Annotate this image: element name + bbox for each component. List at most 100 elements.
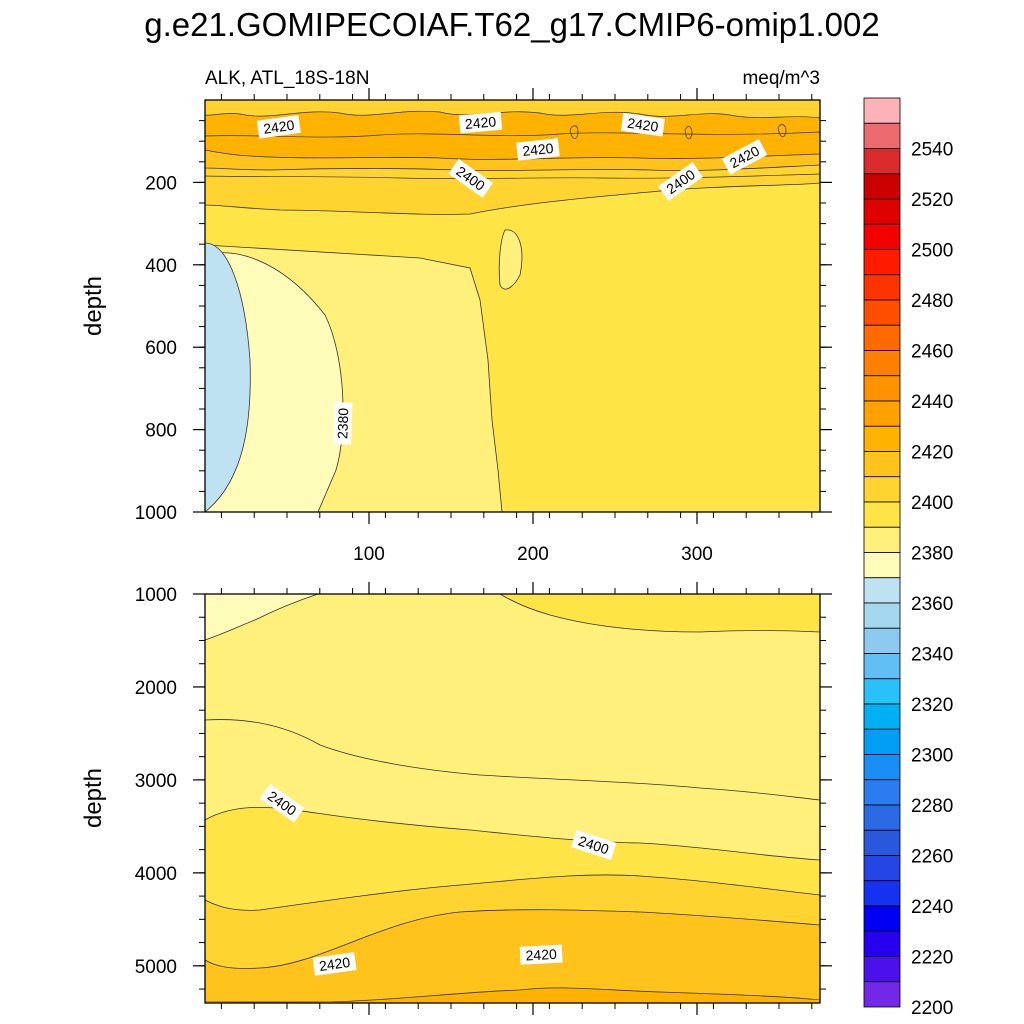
lower-fill-light (205, 594, 319, 641)
y-tick-label: 800 (145, 421, 177, 442)
lower-contour-field (205, 594, 820, 1003)
colorbar-box (863, 829, 901, 856)
colorbar-label: 2340 (911, 645, 953, 666)
upper-contour-line (205, 131, 820, 138)
colorbar-box (863, 249, 901, 276)
colorbar-box (863, 526, 901, 553)
lower-y-axis-label: depth (80, 768, 107, 828)
lower-contour-line (205, 719, 820, 801)
colorbar-box (863, 324, 901, 351)
colorbar-label: 2420 (911, 443, 953, 464)
colorbar-labels: 2540 2520 2500 2480 2460 2440 2420 2400 2380 2360… (911, 140, 953, 1020)
colorbar-box (863, 375, 901, 402)
contour-label: 2400 (658, 162, 703, 201)
colorbar-box (863, 476, 901, 503)
y-tick-label: 200 (145, 173, 177, 194)
contour-label: 2420 (312, 952, 357, 976)
colorbar-box (863, 299, 901, 326)
y-tick-label: 4000 (135, 864, 177, 885)
contour-label-text: 2420 (262, 117, 295, 137)
colorbar-box (863, 173, 901, 200)
colorbar-box (863, 274, 901, 301)
lower-band-right (499, 594, 820, 633)
y-tick-label: 2000 (135, 678, 177, 699)
colorbar-boxes (863, 97, 901, 1008)
contour-label-bg (259, 783, 305, 823)
upper-fill-patch (498, 229, 523, 290)
contour-label-bg (721, 139, 768, 175)
contour-label-bg (256, 114, 301, 139)
colorbar-label: 2240 (911, 897, 953, 918)
colorbar-box (863, 930, 901, 957)
contour-label-text: 2420 (464, 113, 497, 132)
colorbar-label: 2320 (911, 695, 953, 716)
upper-fill-blue (205, 242, 251, 512)
contour-label-text: 2380 (334, 407, 351, 439)
colorbar-label: 2440 (911, 392, 953, 413)
contour-label-text: 2420 (318, 954, 351, 974)
y-tick-label: 5000 (135, 957, 177, 978)
lower-x-ticks (220, 582, 813, 1015)
colorbar-box (863, 728, 901, 755)
colorbar-box (863, 678, 901, 705)
colorbar-box (863, 804, 901, 831)
colorbar-box (863, 350, 901, 377)
contour-label-bg (620, 112, 665, 137)
contour-label-bg (312, 952, 357, 976)
units-label: meq/m^3 (742, 68, 820, 89)
colorbar-box (863, 602, 901, 629)
x-tick-label: 300 (681, 544, 713, 565)
colorbar-label: 2480 (911, 291, 953, 312)
variable-label: ALK, ATL_18S-18N (205, 68, 369, 89)
contour-label-text: 2420 (522, 140, 555, 159)
colorbar-box (863, 451, 901, 478)
colorbar-box (863, 400, 901, 427)
colorbar-box (863, 198, 901, 225)
colorbar-box (863, 501, 901, 528)
colorbar-box (863, 425, 901, 452)
y-tick-label: 1000 (135, 503, 177, 524)
upper-contour-field (205, 100, 820, 512)
lower-band-deep (205, 992, 820, 1003)
colorbar-box (863, 981, 901, 1008)
y-tick-label: 600 (145, 338, 177, 359)
upper-contour-line (569, 124, 787, 140)
upper-y-axis-label: depth (80, 276, 107, 336)
upper-x-ticks: 100 200 300 (220, 88, 813, 565)
contour-label-bg (516, 138, 560, 161)
colorbar-label: 2300 (911, 746, 953, 767)
colorbar-label: 2200 (911, 998, 953, 1019)
contour-label-bg (458, 111, 503, 134)
colorbar-label: 2280 (911, 796, 953, 817)
colorbar-label: 2540 (911, 140, 953, 161)
upper-y-ticks: 200 400 600 800 1000 (135, 120, 832, 524)
lower-band-2390 (205, 594, 820, 800)
contour-label-text: 2420 (626, 115, 659, 135)
lower-y-ticks: 1000 2000 3000 4000 5000 (135, 585, 832, 990)
colorbar-box (863, 223, 901, 250)
colorbar-label: 2220 (911, 948, 953, 969)
colorbar-box (863, 754, 901, 781)
colorbar-box (863, 97, 901, 124)
colorbar-label: 2380 (911, 544, 953, 565)
colorbar-box (863, 855, 901, 882)
colorbar-box (863, 122, 901, 149)
contour-label-bg (519, 944, 563, 965)
contour-label: 2420 (458, 111, 503, 134)
contour-label: 2380 (333, 402, 353, 445)
y-tick-label: 3000 (135, 771, 177, 792)
lower-plot-frame (204, 593, 821, 1004)
colorbar-box (863, 627, 901, 654)
contour-label: 2420 (620, 112, 665, 137)
upper-contour-line (205, 173, 820, 180)
x-tick-label: 100 (353, 544, 385, 565)
contour-label-bg (333, 402, 353, 445)
colorbar-box (863, 653, 901, 680)
colorbar-label: 2500 (911, 241, 953, 262)
y-tick-label: 400 (145, 256, 177, 277)
y-tick-label: 1000 (135, 585, 177, 606)
colorbar-box (863, 880, 901, 907)
